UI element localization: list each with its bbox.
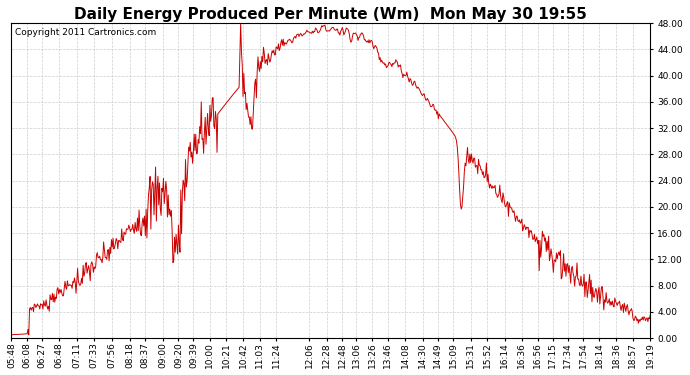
Text: Copyright 2011 Cartronics.com: Copyright 2011 Cartronics.com xyxy=(14,28,156,37)
Title: Daily Energy Produced Per Minute (Wm)  Mon May 30 19:55: Daily Energy Produced Per Minute (Wm) Mo… xyxy=(75,7,587,22)
